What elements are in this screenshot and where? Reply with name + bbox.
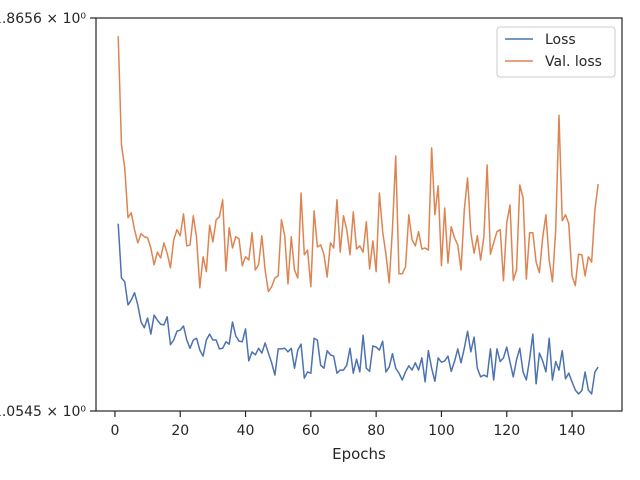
legend: Loss Val. loss [496,26,616,78]
y-tick-label: 1.0545 × 10⁰ [0,404,86,420]
x-tick-label: 40 [237,423,255,439]
x-tick-label: 120 [493,423,520,439]
legend-label: Val. loss [545,54,602,70]
x-tick-label: 0 [110,423,119,439]
x-tick-label: 80 [367,423,385,439]
legend-label: Loss [545,32,576,48]
x-tick-label: 60 [302,423,320,439]
x-tick-label: 100 [428,423,455,439]
series-line [117,36,599,293]
x-tick-label: 140 [559,423,586,439]
series-line [117,223,599,395]
x-axis-label: Epochs [332,445,386,463]
y-tick-label: 1.8656 × 10⁰ [0,11,86,27]
x-tick-label: 20 [171,423,189,439]
plot-frame [95,17,623,412]
